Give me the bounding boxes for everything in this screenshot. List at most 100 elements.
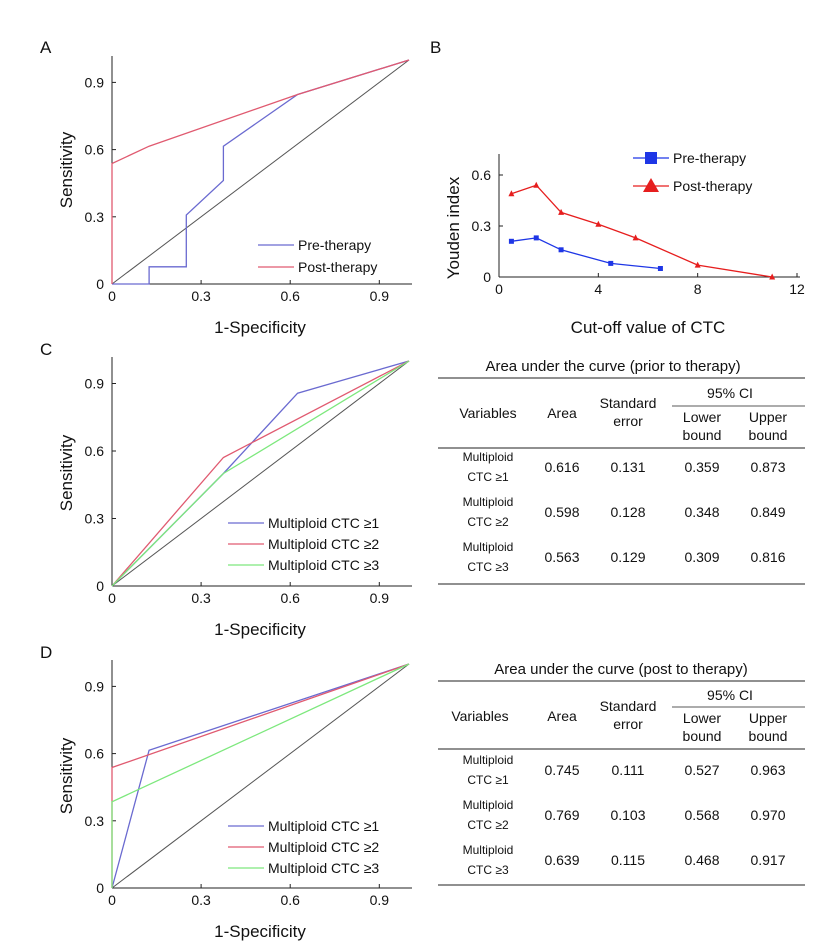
header-standard: Standard <box>600 395 657 411</box>
series-line-2 <box>111 59 410 284</box>
y-axis-label: Sensitivity <box>57 737 76 814</box>
reference-diagonal <box>111 360 410 587</box>
data-point <box>508 238 514 244</box>
lower-bound-value: 0.359 <box>684 459 719 475</box>
panel-label-a: A <box>40 38 52 57</box>
series-line-1 <box>112 59 410 285</box>
panel-label-b: B <box>430 38 441 57</box>
lower-bound-value: 0.309 <box>684 549 719 565</box>
y-tick-label: 0.3 <box>85 813 105 829</box>
x-tick-label: 0 <box>108 590 116 606</box>
header-upper-bound: bound <box>749 728 788 744</box>
legend-label: Multiploid CTC ≥1 <box>268 818 379 834</box>
area-value: 0.745 <box>544 762 579 778</box>
y-tick-label: 0.3 <box>472 218 492 234</box>
x-tick-label: 0.3 <box>191 892 211 908</box>
chart-a: 0 0.3 0.6 0.9 0 0.3 0.6 0.9 1-Specificity Sensiti… <box>57 56 412 337</box>
area-value: 0.598 <box>544 504 579 520</box>
y-axis-label: Youden index <box>444 176 463 279</box>
legend-label: Pre-therapy <box>298 237 371 253</box>
reference-diagonal <box>111 59 410 285</box>
table-title: Area under the curve (prior to therapy) <box>485 358 740 375</box>
variable-line-1: Multiploid <box>463 540 514 554</box>
data-point <box>508 190 515 197</box>
x-tick-label: 4 <box>594 281 602 297</box>
y-tick-label: 0 <box>96 880 104 896</box>
se-value: 0.111 <box>612 762 645 778</box>
data-point <box>558 247 564 253</box>
x-tick-label: 0.6 <box>280 892 300 908</box>
header-lower-bound: bound <box>683 728 722 744</box>
header-ci: 95% CI <box>707 687 753 703</box>
y-tick-label: 0.6 <box>85 443 105 459</box>
variable-line-1: Multiploid <box>463 753 514 767</box>
area-value: 0.769 <box>544 807 579 823</box>
x-tick-label: 0.9 <box>370 288 390 304</box>
chart-d: 0 0.3 0.6 0.9 0 0.3 0.6 0.9 1-Specificity Sensiti… <box>57 660 412 941</box>
y-tick-label: 0.3 <box>85 209 105 225</box>
data-point <box>558 208 565 215</box>
area-value: 0.639 <box>544 852 579 868</box>
variable-line-1: Multiploid <box>463 495 514 509</box>
lower-bound-value: 0.527 <box>684 762 719 778</box>
data-point <box>533 235 539 241</box>
data-point <box>533 181 540 188</box>
area-value: 0.616 <box>544 459 579 475</box>
header-error: error <box>613 413 643 429</box>
legend-label: Multiploid CTC ≥1 <box>268 515 379 531</box>
variable-line-2: CTC ≥3 <box>467 560 509 574</box>
series-line-2 <box>511 184 773 278</box>
auc-table-post: Area under the curve (post to therapy) 9… <box>438 661 805 886</box>
y-tick-label: 0 <box>96 578 104 594</box>
variable-line-2: CTC ≥2 <box>467 515 509 529</box>
series-line-1 <box>511 237 661 270</box>
legend-label: Post-therapy <box>673 178 752 194</box>
x-tick-label: 0.6 <box>280 288 300 304</box>
header-lower-bound: bound <box>683 427 722 443</box>
y-tick-label: 0.9 <box>85 74 105 90</box>
x-tick-label: 0.3 <box>191 288 211 304</box>
upper-bound-value: 0.970 <box>750 807 785 823</box>
variable-line-1: Multiploid <box>463 798 514 812</box>
x-tick-label: 0.3 <box>191 590 211 606</box>
variable-line-1: Multiploid <box>463 843 514 857</box>
header-upper: Upper <box>749 710 787 726</box>
data-point <box>769 273 776 280</box>
x-tick-label: 12 <box>789 281 805 297</box>
header-ci: 95% CI <box>707 385 753 401</box>
x-tick-label: 0 <box>108 892 116 908</box>
se-value: 0.131 <box>610 459 645 475</box>
header-variables: Variables <box>459 405 516 421</box>
x-axis-label: 1-Specificity <box>214 620 306 639</box>
lower-bound-value: 0.468 <box>684 852 719 868</box>
header-standard: Standard <box>600 698 657 714</box>
se-value: 0.128 <box>610 504 645 520</box>
legend-label: Multiploid CTC ≥2 <box>268 536 379 552</box>
upper-bound-value: 0.873 <box>750 459 785 475</box>
variable-line-2: CTC ≥3 <box>467 863 509 877</box>
x-axis-label: 1-Specificity <box>214 318 306 337</box>
data-point <box>595 220 602 227</box>
chart-b: 0 4 8 12 0 0.3 0.6 Cut-off value of CTC Youden i… <box>444 150 805 337</box>
legend-marker <box>643 178 659 192</box>
lower-bound-value: 0.348 <box>684 504 719 520</box>
y-tick-label: 0.9 <box>85 376 105 392</box>
y-tick-label: 0.6 <box>472 167 492 183</box>
header-area: Area <box>547 708 577 724</box>
y-tick-label: 0 <box>483 269 491 285</box>
table-title: Area under the curve (post to therapy) <box>494 661 747 678</box>
area-value: 0.563 <box>544 549 579 565</box>
se-value: 0.103 <box>610 807 645 823</box>
y-tick-label: 0.6 <box>85 142 105 158</box>
chart-c: 0 0.3 0.6 0.9 0 0.3 0.6 0.9 1-Specificity Sensiti… <box>57 357 412 639</box>
header-area: Area <box>547 405 577 421</box>
y-tick-label: 0 <box>96 276 104 292</box>
variable-line-2: CTC ≥2 <box>467 818 509 832</box>
header-lower: Lower <box>683 409 721 425</box>
y-axis-label: Sensitivity <box>57 131 76 208</box>
legend-marker <box>645 152 657 164</box>
series-line-1 <box>111 663 410 889</box>
data-point <box>608 260 614 266</box>
x-tick-label: 0 <box>108 288 116 304</box>
series-line-3 <box>111 663 410 888</box>
